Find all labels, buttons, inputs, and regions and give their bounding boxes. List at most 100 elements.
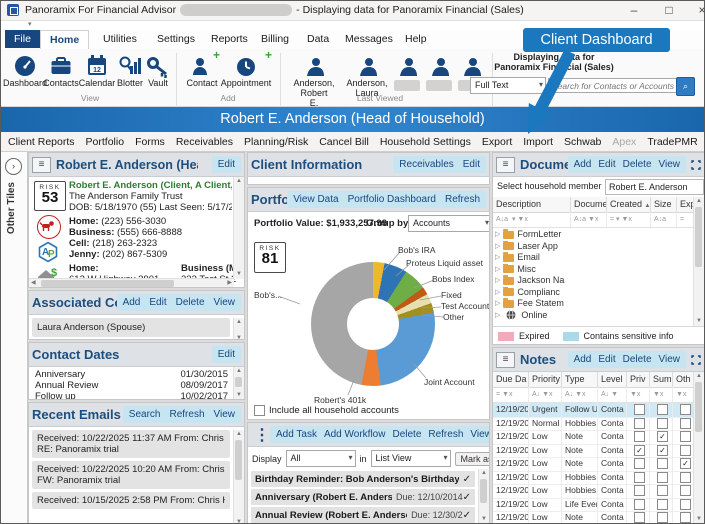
col-size[interactable]: Size [651,197,677,212]
note-checkbox-icon[interactable] [657,485,668,496]
note-row[interactable]: 12/19/20NormalHobbiesConta [493,417,696,432]
task-check-icon[interactable]: ✓ [463,510,471,521]
last-viewed-redacted-2[interactable] [424,52,454,78]
document-folder-row[interactable]: ▷Misc [493,264,693,276]
expand-icon[interactable] [691,160,701,170]
toolbar-planning-risk[interactable]: Planning/Risk [244,136,308,148]
note-checkbox-icon[interactable]: ✓ [657,445,668,456]
last-viewed-robert[interactable]: Anderson, Robert E. [286,52,342,108]
filter-cell[interactable]: ▼x [627,387,650,402]
note-checkbox-icon[interactable] [657,404,668,415]
emails-view-button[interactable]: View [214,409,236,420]
note-checkbox-icon[interactable] [680,445,691,456]
emails-refresh-button[interactable]: Refresh [169,409,204,420]
checkbox-icon[interactable] [254,405,265,416]
tab-help[interactable]: Help [396,30,436,48]
assoc-edit-button[interactable]: Edit [149,297,166,308]
notes-add-button[interactable]: Add [574,354,592,365]
scroll-down-icon[interactable]: ▼ [234,270,244,279]
emails-vscrollbar[interactable]: ▲ ▼ [233,430,244,524]
contact-date-row[interactable]: Annual Review08/09/2017 [35,380,228,391]
assoc-vscrollbar[interactable]: ▲ ▼ [233,318,244,340]
tile-menu-icon[interactable]: ≡ [496,352,515,368]
note-checkbox-icon[interactable] [634,404,645,415]
note-checkbox-icon[interactable] [680,418,691,429]
document-folder-row[interactable]: ▷Laser App [493,241,693,253]
tab-messages[interactable]: Messages [336,30,402,48]
toolbar-receivables[interactable]: Receivables [176,136,233,148]
drag-handle-icon[interactable]: ⋮ [254,425,270,445]
tab-home[interactable]: Home [40,30,89,49]
add-workflow-button[interactable]: Add Workflow [324,429,386,440]
document-folder-row[interactable]: ▷Jackson Na [493,275,693,287]
note-row[interactable]: 12/19/20LowNoteConta✓✓ [493,444,696,459]
filter-cell[interactable]: ▼x [650,387,673,402]
note-row[interactable]: 12/19/20LowHobbiesConta [493,484,696,499]
include-household-checkbox[interactable]: Include all household accounts [254,405,399,416]
toolbar-cancel-bill[interactable]: Cancel Bill [319,136,369,148]
email-item[interactable]: Received: 10/15/2025 2:58 PM From: Chris… [32,492,230,509]
scroll-up-icon[interactable]: ▲ [694,372,704,381]
client-edit-button[interactable]: Edit [218,159,235,170]
toolbar-tradepmr[interactable]: TradePMR [647,136,697,148]
filter-cell[interactable]: A↓a [651,212,677,227]
scroll-down-icon[interactable]: ▼ [234,391,244,400]
docs-add-button[interactable]: Add [574,159,592,170]
emails-search-button[interactable]: Search [129,409,161,420]
view-mode-select[interactable]: List View [371,450,451,467]
col-type[interactable]: Type [562,372,598,387]
notes-delete-button[interactable]: Delete [623,354,652,365]
add-contact-button[interactable]: + Contact [182,52,222,88]
note-checkbox-icon[interactable] [657,499,668,510]
document-folder-row[interactable]: ▷Fee Statem [493,298,693,310]
email-item[interactable]: Received: 10/22/2025 11:37 AM From: Chri… [32,430,230,458]
tasks-refresh-button[interactable]: Refresh [428,429,463,440]
note-checkbox-icon[interactable]: ✓ [657,431,668,442]
note-checkbox-icon[interactable] [634,431,645,442]
filter-cell[interactable]: A↓ ▼ [598,387,627,402]
expand-icon[interactable] [691,355,701,365]
view-data-button[interactable]: View Data [293,194,338,205]
scroll-down-icon[interactable]: ▼ [694,317,704,326]
tab-file[interactable]: File [5,30,40,48]
contact-dates-vscrollbar[interactable]: ▲ ▼ [233,367,244,400]
col-level[interactable]: Level [598,372,627,387]
maximize-button[interactable]: □ [655,0,683,20]
associated-contact-row[interactable]: Laura Anderson (Spouse) [32,318,230,337]
last-viewed-redacted-1[interactable] [392,52,422,78]
documents-vscrollbar[interactable]: ▲ ▼ [693,197,704,326]
search-button[interactable]: ⌕ [676,77,695,96]
scroll-up-icon[interactable]: ▲ [234,177,244,186]
receivables-button[interactable]: Receivables [399,159,453,170]
toolbar-household-settings[interactable]: Household Settings [380,136,471,148]
note-checkbox-icon[interactable]: ✓ [680,458,691,469]
note-checkbox-icon[interactable] [680,512,691,523]
docs-delete-button[interactable]: Delete [623,159,652,170]
scroll-left-icon[interactable]: ◀ [31,279,36,286]
col-priority[interactable]: Priority [529,372,562,387]
document-online-row[interactable]: ▷ Online [493,310,693,322]
contact-dates-edit-button[interactable]: Edit [218,349,235,360]
other-tiles-label[interactable]: Other Tiles [6,182,17,234]
contact-date-row[interactable]: Anniversary01/30/2015 [35,369,228,380]
docs-edit-button[interactable]: Edit [598,159,615,170]
add-task-button[interactable]: Add Task [276,429,317,440]
scroll-up-icon[interactable]: ▲ [234,367,244,376]
toolbar-client-reports[interactable]: Client Reports [8,136,75,148]
toolbar-portfolio[interactable]: Portfolio [86,136,125,148]
note-checkbox-icon[interactable] [680,472,691,483]
document-folder-row[interactable]: ▷Email [493,252,693,264]
portfolio-refresh-button[interactable]: Refresh [445,194,480,205]
minimize-button[interactable]: – [620,0,648,20]
tasks-view-button[interactable]: View [470,429,490,440]
tasks-vscrollbar[interactable]: ▲ ▼ [478,469,489,524]
tab-utilities[interactable]: Utilities [94,30,146,48]
contact-date-row[interactable]: Follow up10/02/2017 [35,391,228,400]
add-appointment-button[interactable]: + Appointment [218,52,274,88]
col-summary[interactable]: Sum [650,372,673,387]
assoc-delete-button[interactable]: Delete [176,297,205,308]
note-row[interactable]: 12/19/20LowNoteConta [493,511,696,524]
note-checkbox-icon[interactable] [680,404,691,415]
note-checkbox-icon[interactable] [680,485,691,496]
group-by-select[interactable]: Accounts [408,215,490,232]
